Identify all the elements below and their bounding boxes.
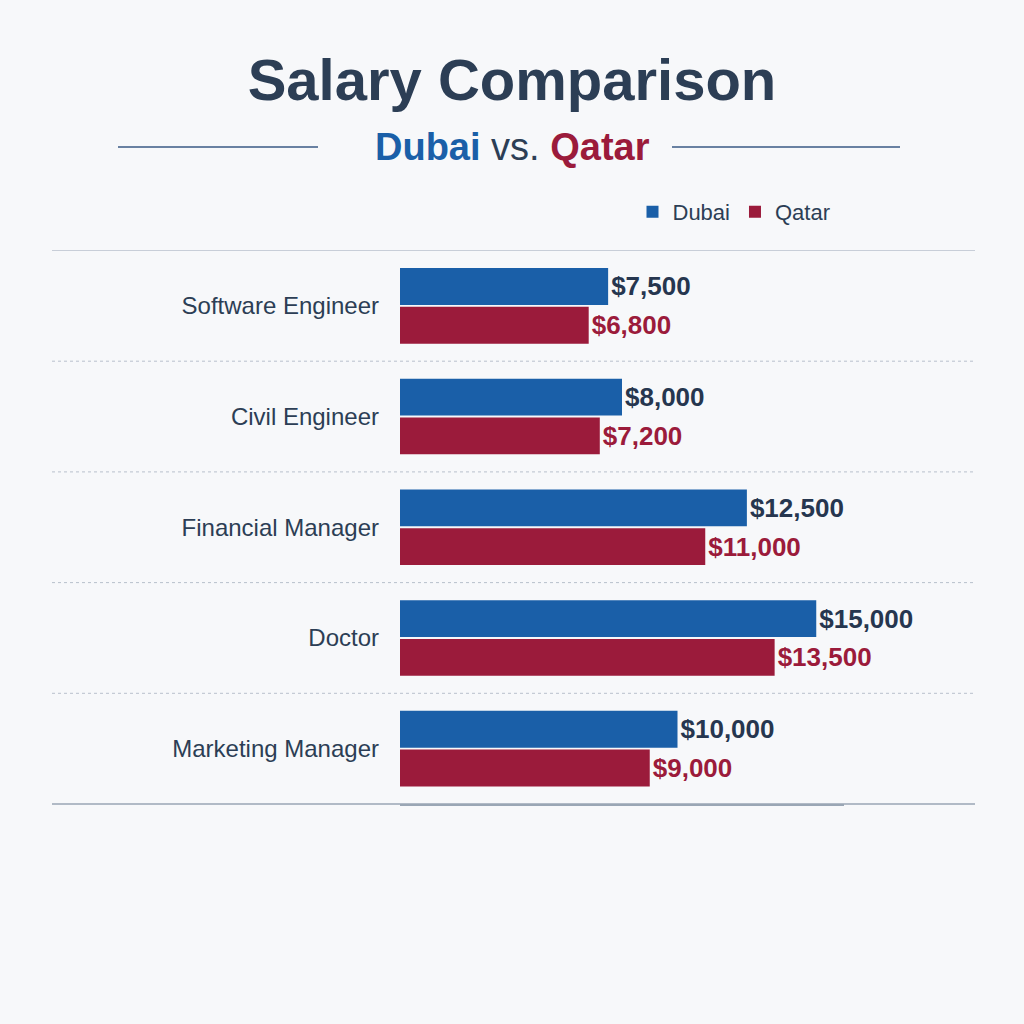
svg-text:$13,500: $13,500	[778, 642, 872, 672]
svg-text:$9,000: $9,000	[653, 753, 733, 783]
svg-text:Financial Manager: Financial Manager	[182, 514, 379, 541]
svg-text:$15,000: $15,000	[819, 604, 913, 634]
svg-text:Dubai vs. Qatar: Dubai vs. Qatar	[375, 126, 650, 168]
svg-text:$10,000: $10,000	[681, 714, 775, 744]
svg-text:$12,500: $12,500	[750, 493, 844, 523]
svg-text:$8,000: $8,000	[625, 382, 705, 412]
svg-text:Qatar: Qatar	[775, 200, 830, 225]
svg-text:$7,500: $7,500	[611, 271, 691, 301]
svg-text:Doctor: Doctor	[308, 624, 379, 651]
svg-text:Civil Engineer: Civil Engineer	[231, 403, 379, 430]
svg-text:Software Engineer: Software Engineer	[182, 292, 379, 319]
svg-text:Salary Comparison: Salary Comparison	[248, 47, 777, 112]
svg-text:Marketing Manager: Marketing Manager	[172, 735, 379, 762]
svg-text:Dubai: Dubai	[673, 200, 730, 225]
svg-text:$11,000: $11,000	[708, 532, 801, 562]
svg-text:$7,200: $7,200	[603, 421, 683, 451]
svg-text:$6,800: $6,800	[592, 310, 672, 340]
